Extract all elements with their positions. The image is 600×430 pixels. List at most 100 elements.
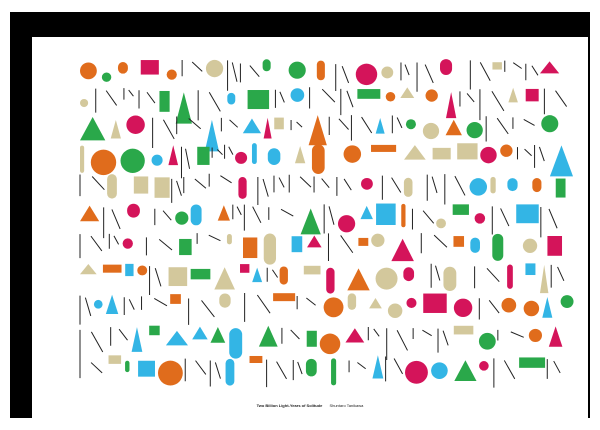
pill-shape xyxy=(532,178,542,193)
pill-shape xyxy=(127,203,140,218)
glyph-stroke xyxy=(296,295,316,310)
circle-shape xyxy=(405,119,416,130)
pill-shape xyxy=(226,234,232,245)
triangle-shape xyxy=(400,87,415,98)
glyph-stroke xyxy=(309,87,336,109)
rect-shape xyxy=(376,203,396,225)
triangle-shape xyxy=(548,326,563,347)
circle-shape xyxy=(406,297,417,308)
pill-shape xyxy=(326,267,335,294)
rect-shape xyxy=(102,264,122,273)
circle-shape xyxy=(93,299,103,309)
poster-frame: Two Billion Light-Years of Solitude Shun… xyxy=(10,12,590,418)
pill-shape xyxy=(267,148,281,165)
rect-shape xyxy=(519,357,546,368)
glyph-stroke xyxy=(197,90,221,121)
glyph-stroke xyxy=(327,233,354,262)
rect-shape xyxy=(243,237,258,259)
glyph-stroke xyxy=(239,63,260,83)
triangle-shape xyxy=(549,145,574,177)
triangle-shape xyxy=(165,330,188,346)
glyph-stroke xyxy=(208,173,232,187)
circle-shape xyxy=(90,149,117,176)
glyph-stroke xyxy=(546,359,561,379)
triangle-shape xyxy=(345,328,365,343)
pill-shape xyxy=(117,61,128,74)
pill-shape xyxy=(251,143,257,165)
triangle-shape xyxy=(217,205,230,221)
circle-shape xyxy=(361,177,373,190)
glyph-stroke xyxy=(79,174,105,197)
pill-shape xyxy=(107,174,117,199)
rect-shape xyxy=(133,176,149,194)
glyph-stroke xyxy=(183,176,207,194)
glyph-stroke xyxy=(141,296,168,310)
circle-shape xyxy=(479,361,489,371)
circle-shape xyxy=(541,115,559,133)
triangle-shape xyxy=(110,119,121,139)
glyph-stroke xyxy=(211,147,223,158)
glyph-stroke xyxy=(491,206,510,235)
circle-shape xyxy=(422,122,440,140)
glyph-stroke xyxy=(103,207,121,239)
glyph-stroke xyxy=(367,326,380,341)
pill-shape xyxy=(190,204,202,226)
pill-shape xyxy=(331,358,337,386)
rect-shape xyxy=(125,263,134,277)
triangle-shape xyxy=(252,267,263,283)
glyph-stroke xyxy=(459,91,475,107)
circle-shape xyxy=(431,362,448,379)
glyph-stroke xyxy=(485,116,509,142)
rect-shape xyxy=(423,293,447,313)
triangle-shape xyxy=(192,326,208,340)
glyph-stroke xyxy=(180,146,191,179)
rect-shape xyxy=(140,60,159,75)
pill-shape xyxy=(316,60,325,81)
glyph-stroke xyxy=(257,177,269,205)
glyph-stroke xyxy=(497,329,524,341)
glyph-stroke xyxy=(540,206,558,238)
glyph-stroke xyxy=(516,147,532,160)
triangle-shape xyxy=(369,298,382,309)
circle-shape xyxy=(343,145,362,163)
glyph-stroke xyxy=(534,144,545,168)
triangle-shape xyxy=(131,327,143,352)
glyph-stroke xyxy=(181,60,203,77)
glyph-stroke xyxy=(266,267,279,282)
circle-shape xyxy=(474,213,486,224)
triangle-shape xyxy=(539,61,560,74)
glyph-stroke xyxy=(340,88,354,116)
glyph-stroke xyxy=(430,263,441,288)
glyph-stroke xyxy=(328,116,349,135)
circle-shape xyxy=(522,238,538,253)
rect-shape xyxy=(149,325,160,336)
pill-shape xyxy=(490,176,496,194)
circle-shape xyxy=(288,61,306,79)
pill-shape xyxy=(507,178,518,192)
circle-shape xyxy=(466,122,483,139)
rect-shape xyxy=(303,265,321,275)
circle-shape xyxy=(323,297,344,318)
glyph-stroke xyxy=(224,144,234,159)
glyph-stroke xyxy=(243,204,262,231)
triangle-shape xyxy=(80,117,106,141)
circle-shape xyxy=(425,89,438,102)
circle-shape xyxy=(120,148,145,173)
circle-shape xyxy=(523,300,540,317)
triangle-shape xyxy=(210,327,226,343)
rect-shape xyxy=(432,147,451,160)
circle-shape xyxy=(166,69,177,80)
glyph-stroke xyxy=(290,120,303,131)
glyph-stroke xyxy=(386,328,408,360)
glyph-stroke xyxy=(273,175,285,193)
pill-shape xyxy=(492,233,504,261)
circle-shape xyxy=(381,66,394,79)
pill-shape xyxy=(470,237,480,253)
glyph-stroke xyxy=(426,174,438,201)
rect-shape xyxy=(358,237,369,246)
glyph-stroke xyxy=(196,233,221,244)
glyph-stroke xyxy=(220,117,239,132)
triangle-shape xyxy=(80,205,100,222)
triangle-shape xyxy=(168,145,179,166)
glyph-stroke xyxy=(171,178,182,203)
